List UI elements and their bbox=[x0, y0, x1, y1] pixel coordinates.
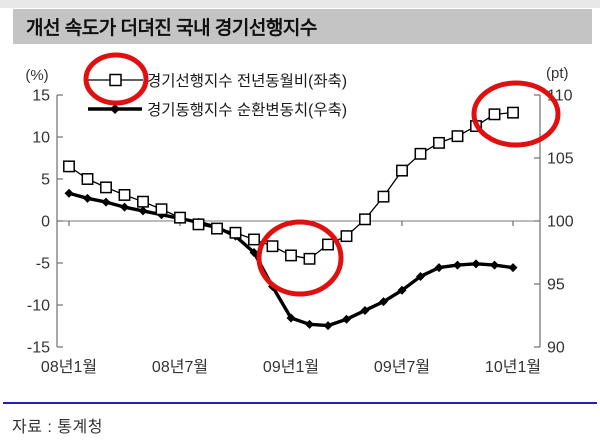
window-top-strip bbox=[0, 0, 600, 8]
series-coincident-marker bbox=[508, 263, 518, 273]
left-axis-tick-label: 10 bbox=[32, 130, 50, 147]
series-coincident-marker bbox=[490, 260, 499, 270]
series-coincident-marker bbox=[138, 206, 148, 216]
series-coincident-marker bbox=[397, 285, 407, 295]
left-axis-tick-label: 0 bbox=[41, 214, 50, 231]
series-leading-marker bbox=[248, 233, 260, 246]
series-leading-marker bbox=[488, 108, 501, 121]
series-coincident-marker bbox=[83, 193, 92, 203]
series-leading-line bbox=[68, 111, 514, 260]
chart-title: 개선 속도가 더뎌진 국내 경기선행지수 bbox=[26, 18, 317, 39]
series-leading-marker bbox=[396, 164, 408, 177]
series-leading-marker bbox=[322, 238, 334, 251]
series-leading-marker bbox=[192, 218, 205, 231]
x-axis-tick-label: 10년1월 bbox=[485, 358, 541, 376]
annotation-red-ellipse bbox=[471, 80, 561, 148]
legend-leading-label: 경기선행지수 전년동월비(좌축) bbox=[147, 72, 347, 90]
left-axis-unit-label: (%) bbox=[25, 67, 48, 84]
x-axis-tick-label: 09년7월 bbox=[374, 358, 430, 376]
series-leading-marker bbox=[211, 222, 223, 235]
series-leading-marker bbox=[507, 106, 519, 119]
left-axis-tick-label: -10 bbox=[27, 298, 50, 315]
left-axis-tick-label: -15 bbox=[27, 340, 50, 357]
series-leading-marker bbox=[174, 211, 186, 224]
series-leading-marker bbox=[81, 173, 94, 185]
annotation-red-ellipse bbox=[83, 52, 149, 106]
series-coincident-marker bbox=[379, 297, 388, 307]
series-coincident-marker bbox=[453, 260, 462, 270]
series-leading-marker bbox=[340, 230, 353, 243]
source-text: 자료 : 통계청 bbox=[12, 419, 103, 436]
series-leading-marker bbox=[414, 147, 427, 160]
right-axis-tick-label: 90 bbox=[547, 340, 565, 357]
left-axis-tick-label: 15 bbox=[32, 88, 50, 105]
right-axis-tick-label: 95 bbox=[547, 277, 565, 294]
series-leading-marker bbox=[285, 249, 297, 262]
legend-coincident-marker bbox=[110, 104, 120, 114]
annotation-red-ellipse bbox=[256, 219, 344, 297]
series-coincident-marker bbox=[101, 197, 111, 207]
series-coincident-marker bbox=[249, 248, 259, 257]
series-leading-marker bbox=[229, 226, 242, 239]
right-axis-unit-label: (pt) bbox=[546, 65, 569, 82]
left-axis-tick-label: -5 bbox=[36, 256, 50, 273]
series-leading-marker bbox=[266, 240, 279, 253]
series-leading-marker bbox=[359, 213, 371, 226]
series-leading-marker bbox=[155, 203, 168, 216]
series-coincident-marker bbox=[434, 263, 444, 273]
legend-coincident-label: 경기동행지수 순환변동치(우축) bbox=[147, 101, 347, 119]
series-coincident-marker bbox=[416, 271, 425, 281]
series-coincident-marker bbox=[305, 319, 314, 329]
series-coincident-marker bbox=[323, 321, 333, 331]
left-axis-tick-label: 5 bbox=[41, 172, 50, 189]
series-leading-marker bbox=[451, 130, 464, 143]
series-leading-marker bbox=[100, 181, 112, 194]
source-divider-line bbox=[3, 402, 597, 404]
series-leading-marker bbox=[303, 252, 316, 265]
right-axis-tick-label: 100 bbox=[547, 214, 574, 231]
series-coincident-marker bbox=[360, 305, 370, 315]
x-axis-tick-label: 09년1월 bbox=[263, 358, 319, 376]
series-coincident-marker bbox=[64, 188, 74, 198]
legend-leading-marker bbox=[109, 73, 122, 87]
chart-title-bar: 개선 속도가 더뎌진 국내 경기선행지수 bbox=[13, 9, 592, 44]
series-leading-marker bbox=[377, 190, 390, 203]
series-coincident-marker bbox=[342, 314, 351, 324]
x-axis-tick-label: 08년7월 bbox=[152, 358, 208, 376]
x-axis-tick-label: 08년1월 bbox=[41, 358, 97, 376]
series-leading-marker bbox=[118, 189, 131, 201]
series-coincident-marker bbox=[286, 313, 296, 323]
series-leading-marker bbox=[433, 136, 445, 149]
right-axis-tick-label: 105 bbox=[547, 151, 574, 168]
series-leading-marker bbox=[63, 160, 75, 173]
series-leading-marker bbox=[137, 195, 149, 208]
series-coincident-marker bbox=[120, 202, 129, 212]
series-coincident-marker bbox=[471, 259, 481, 269]
